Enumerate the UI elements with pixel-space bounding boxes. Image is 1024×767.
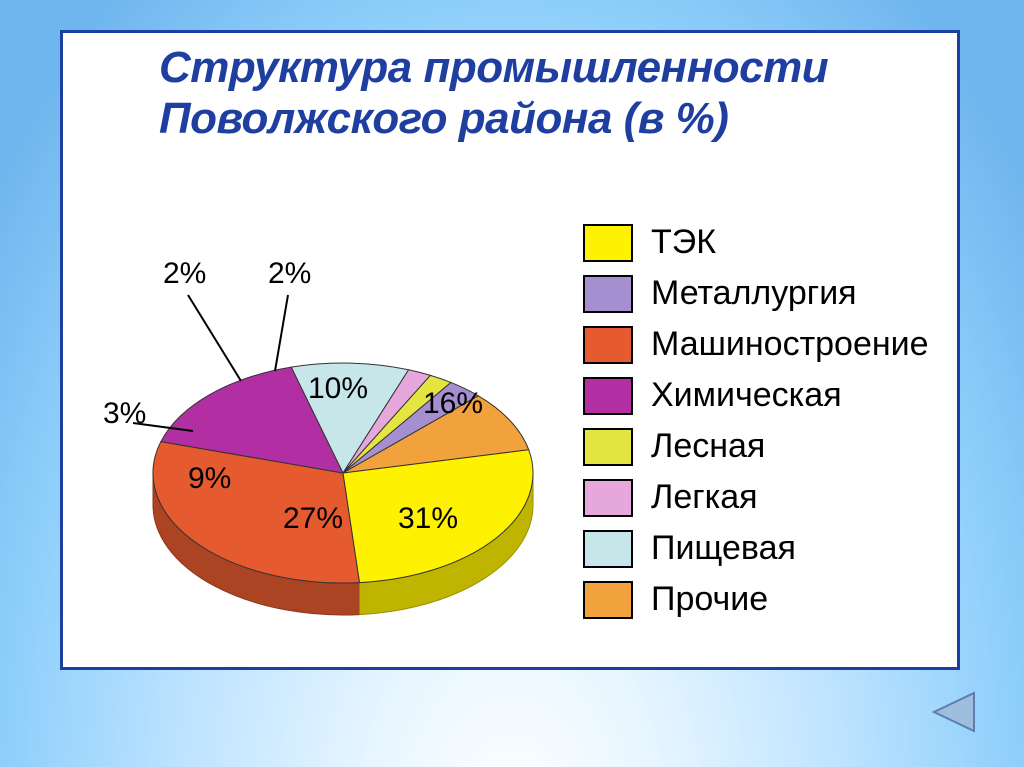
legend-label: Легкая — [651, 478, 758, 517]
pct-label-tek: 27% — [283, 502, 343, 535]
pct-label-food: 10% — [308, 372, 368, 405]
legend-item-light: Легкая — [583, 478, 943, 517]
legend-item-mash: Машиностроение — [583, 325, 943, 364]
legend-swatch — [583, 224, 633, 262]
legend-swatch — [583, 275, 633, 313]
pct-label-forest: 2% — [163, 257, 206, 290]
chart-title: Структура промышленности Поволжского рай… — [153, 43, 955, 144]
legend-swatch — [583, 326, 633, 364]
pie-chart: 27% 3% 31% 16% 2% 2% 10% 9% — [93, 213, 553, 633]
legend-label: Пищевая — [651, 529, 796, 568]
legend-item-tek: ТЭК — [583, 223, 943, 262]
pct-label-metal: 3% — [103, 397, 146, 430]
pie-svg: 27% 3% 31% 16% 2% 2% 10% 9% — [93, 213, 553, 633]
legend-swatch — [583, 428, 633, 466]
legend-item-food: Пищевая — [583, 529, 943, 568]
legend-swatch — [583, 581, 633, 619]
leader-light — [275, 295, 288, 371]
triangle-left-icon — [926, 689, 982, 735]
legend-label: ТЭК — [651, 223, 716, 262]
legend-label: Лесная — [651, 427, 765, 466]
pct-label-mash: 31% — [398, 502, 458, 535]
legend: ТЭК Металлургия Машиностроение Химическая Ле… — [583, 223, 943, 631]
legend-swatch — [583, 377, 633, 415]
legend-label: Машиностроение — [651, 325, 929, 364]
legend-item-forest: Лесная — [583, 427, 943, 466]
title-line-2: Поволжского района (в %) — [159, 94, 728, 143]
legend-item-other: Прочие — [583, 580, 943, 619]
background: Структура промышленности Поволжского рай… — [0, 0, 1024, 767]
prev-slide-button[interactable] — [926, 689, 982, 735]
legend-item-metal: Металлургия — [583, 274, 943, 313]
legend-item-chem: Химическая — [583, 376, 943, 415]
legend-label: Прочие — [651, 580, 768, 619]
legend-label: Металлургия — [651, 274, 857, 313]
pct-label-light: 2% — [268, 257, 311, 290]
pct-label-other: 9% — [188, 462, 231, 495]
pct-label-chem: 16% — [423, 387, 483, 420]
chart-card: Структура промышленности Поволжского рай… — [60, 30, 960, 670]
legend-swatch — [583, 479, 633, 517]
legend-label: Химическая — [651, 376, 842, 415]
title-line-1: Структура промышленности — [159, 43, 828, 92]
leader-forest — [188, 295, 241, 381]
legend-swatch — [583, 530, 633, 568]
